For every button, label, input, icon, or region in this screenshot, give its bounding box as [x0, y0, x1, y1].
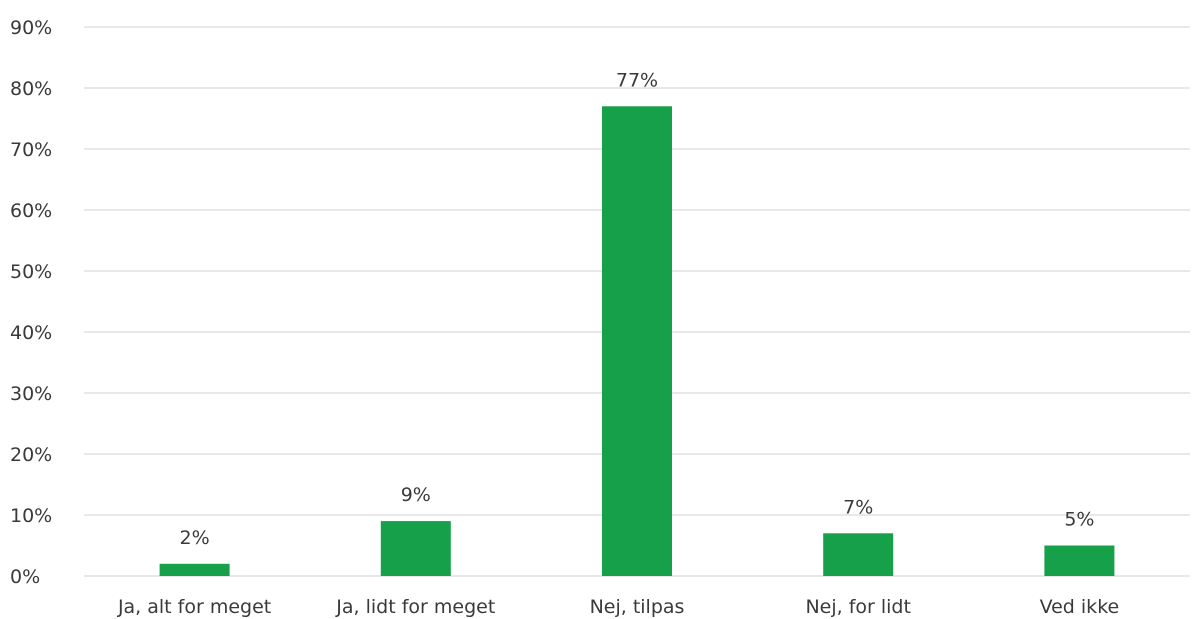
x-category-label: Nej, tilpas [590, 596, 685, 618]
data-label: 2% [180, 527, 210, 549]
y-tick-label: 30% [10, 383, 52, 405]
bar [1044, 545, 1115, 576]
y-tick-label: 50% [10, 261, 52, 283]
y-tick-label: 60% [10, 200, 52, 222]
bar [380, 521, 451, 576]
y-tick-label: 70% [10, 139, 52, 161]
y-tick-label: 90% [10, 17, 52, 39]
x-category-label: Ja, lidt for meget [335, 596, 495, 618]
y-tick-label: 20% [10, 444, 52, 466]
x-category-label: Ja, alt for meget [117, 596, 271, 618]
data-label: 5% [1064, 509, 1094, 531]
y-tick-label: 40% [10, 322, 52, 344]
bars [159, 106, 1115, 577]
data-label: 9% [401, 484, 431, 506]
data-labels: 2% 9% 77% 7% 5% [180, 69, 1095, 549]
bar [159, 563, 230, 576]
x-category-label: Ved ikke [1040, 596, 1120, 618]
data-label: 7% [843, 496, 873, 518]
bar [823, 533, 894, 576]
y-tick-label: 0% [10, 566, 40, 588]
y-axis-tick-labels: 0% 10% 20% 30% 40% 50% 60% 70% 80% 90% [10, 17, 52, 588]
data-label: 77% [616, 69, 658, 91]
bar [602, 106, 672, 577]
x-category-label: Nej, for lidt [805, 596, 911, 618]
y-tick-label: 80% [10, 78, 52, 100]
y-tick-label: 10% [10, 505, 52, 527]
x-axis-category-labels: Ja, alt for meget Ja, lidt for meget Nej, … [117, 596, 1119, 618]
